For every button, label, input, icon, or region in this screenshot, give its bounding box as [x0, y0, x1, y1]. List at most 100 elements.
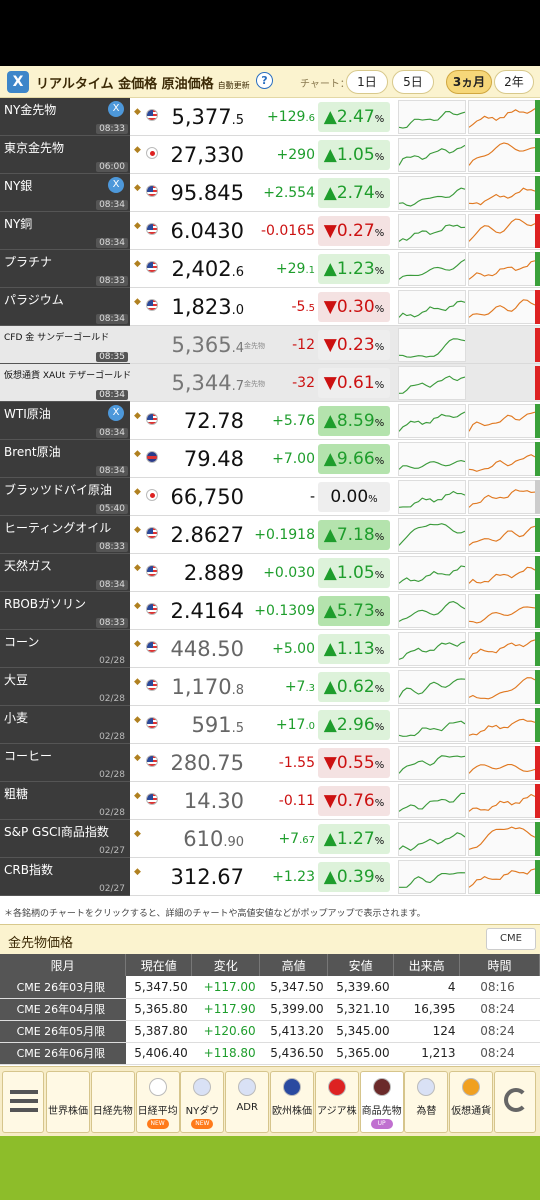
price: 5,377.5 [171, 105, 244, 129]
commodity-row[interactable]: CRB指数 02/27 ◆ 312.67 +1.23 ▲0.39% [0, 858, 540, 896]
commodity-row[interactable]: NY銅 08:34 ◆ 6.0430 -0.0165 ▼0.27% [0, 212, 540, 250]
x-post-icon[interactable]: X [108, 101, 124, 117]
period-1d-button[interactable]: 1日 [346, 70, 388, 94]
percent-value: ▲9.66 [323, 449, 375, 469]
intraday-chart[interactable] [398, 252, 466, 286]
period-chart[interactable] [468, 138, 536, 172]
intraday-chart[interactable] [398, 860, 466, 894]
period-chart[interactable] [468, 442, 536, 476]
commodity-row[interactable]: 大豆 02/28 ◆ 1,170.8 +7.3 ▲0.62% [0, 668, 540, 706]
sparkline [399, 300, 465, 318]
intraday-chart[interactable] [398, 214, 466, 248]
nav-item[interactable]: 欧州株価 [270, 1071, 314, 1133]
intraday-chart[interactable] [398, 366, 466, 400]
x-share-icon[interactable]: X [7, 71, 29, 93]
nav-item[interactable]: 商品先物 UP [359, 1071, 404, 1133]
commodity-row[interactable]: Brent原油 08:34 ◆ 79.48 +7.00 ▲9.66% [0, 440, 540, 478]
nav-item[interactable]: ADR [225, 1071, 270, 1133]
period-chart[interactable] [468, 708, 536, 742]
intraday-chart[interactable] [398, 518, 466, 552]
commodity-row[interactable]: プラチナ 08:33 ◆ 2,402.6 +29.1 ▲1.23% [0, 250, 540, 288]
commodity-type-icon: ◆ [134, 639, 141, 649]
period-chart[interactable] [468, 480, 536, 514]
intraday-chart[interactable] [398, 480, 466, 514]
intraday-chart[interactable] [398, 670, 466, 704]
period-chart[interactable] [468, 214, 536, 248]
intraday-chart[interactable] [398, 632, 466, 666]
intraday-chart[interactable] [398, 556, 466, 590]
refresh-button[interactable] [494, 1071, 536, 1133]
commodity-row[interactable]: パラジウム 08:34 ◆ 1,823.0 -5.5 ▼0.30% [0, 288, 540, 326]
commodity-row[interactable]: 東京金先物 06:00 ◆ 27,330 +290 ▲1.05% [0, 136, 540, 174]
period-chart[interactable] [468, 594, 536, 628]
nav-item[interactable]: 為替 [404, 1071, 449, 1133]
help-icon[interactable]: ? [256, 72, 273, 89]
nav-item-icon [283, 1078, 301, 1096]
intraday-chart[interactable] [398, 290, 466, 324]
period-chart[interactable] [468, 518, 536, 552]
period-3m-button[interactable]: 3ヵ月 [446, 70, 492, 94]
intraday-chart[interactable] [398, 442, 466, 476]
price: 5,365.4 [171, 333, 244, 357]
percent-change-badge: ▼0.55% [318, 748, 390, 778]
table-cell: 5,345.00 [327, 1020, 394, 1043]
period-chart[interactable] [468, 556, 536, 590]
sparkline [399, 678, 465, 698]
period-5d-button[interactable]: 5日 [392, 70, 434, 94]
intraday-chart[interactable] [398, 328, 466, 362]
commodity-row[interactable]: S&P GSCI商品指数 02/27 ◆ 610.90 +7.67 ▲1.27% [0, 820, 540, 858]
intraday-chart[interactable] [398, 822, 466, 856]
commodity-row[interactable]: 天然ガス 08:34 ◆ 2.889 +0.030 ▲1.05% [0, 554, 540, 592]
intraday-chart[interactable] [398, 594, 466, 628]
commodity-name-cell: 仮想通貨 XAUt テザーゴールド 08:34 [0, 364, 131, 402]
table-cell: 4 [393, 976, 460, 999]
table-cell: +117.90 [191, 998, 260, 1021]
nav-item[interactable]: アジア株 [314, 1071, 359, 1133]
nav-item[interactable]: 世界株価 [46, 1071, 90, 1133]
period-chart[interactable] [468, 746, 536, 780]
period-chart[interactable] [468, 100, 536, 134]
period-chart[interactable] [468, 252, 536, 286]
x-post-icon[interactable]: X [108, 405, 124, 421]
commodity-row[interactable]: 小麦 02/28 ◆ 591.5 +17.0 ▲2.96% [0, 706, 540, 744]
commodity-row[interactable]: ヒーティングオイル 08:33 ◆ 2.8627 +0.1918 ▲7.18% [0, 516, 540, 554]
period-2y-button[interactable]: 2年 [494, 70, 534, 94]
nav-item[interactable]: 日経平均 NEW [135, 1071, 180, 1133]
intraday-chart[interactable] [398, 784, 466, 818]
nav-item[interactable]: 仮想通貨 [449, 1071, 494, 1133]
commodity-row[interactable]: ブラッツドバイ原油 05:40 ◆ 66,750 - 0.00% [0, 478, 540, 516]
intraday-chart[interactable] [398, 176, 466, 210]
x-post-icon[interactable]: X [108, 177, 124, 193]
intraday-chart[interactable] [398, 404, 466, 438]
commodity-row[interactable]: 仮想通貨 XAUt テザーゴールド 08:34 5,344.7 金先物 -32 … [0, 364, 540, 402]
commodity-row[interactable]: コーン 02/28 ◆ 448.50 +5.00 ▲1.13% [0, 630, 540, 668]
intraday-chart[interactable] [398, 100, 466, 134]
commodity-row[interactable]: NY金先物 X 08:33 ◆ 5,377.5 +129.6 ▲2.47% [0, 98, 540, 136]
period-chart[interactable] [468, 404, 536, 438]
commodity-row[interactable]: 粗糖 02/28 ◆ 14.30 -0.11 ▼0.76% [0, 782, 540, 820]
table-cell: 5,347.50 [125, 976, 192, 999]
country-flag-icon [146, 603, 158, 615]
period-chart[interactable] [468, 670, 536, 704]
period-chart[interactable] [468, 860, 536, 894]
commodity-row[interactable]: NY銀 X 08:34 ◆ 95.845 +2.554 ▲2.74% [0, 174, 540, 212]
menu-button[interactable] [2, 1071, 44, 1133]
period-chart[interactable] [468, 176, 536, 210]
cme-link-button[interactable]: CME [486, 928, 536, 950]
commodity-row[interactable]: WTI原油 X 08:34 ◆ 72.78 +5.76 ▲8.59% [0, 402, 540, 440]
commodity-row[interactable]: コーヒー 02/28 ◆ 280.75 -1.55 ▼0.55% [0, 744, 540, 782]
nav-item[interactable]: NYダウ NEW [180, 1071, 225, 1133]
intraday-chart[interactable] [398, 708, 466, 742]
period-chart[interactable] [468, 632, 536, 666]
period-chart[interactable] [468, 290, 536, 324]
trend-bar [535, 594, 540, 628]
price: 2.889 [183, 561, 244, 585]
commodity-row[interactable]: CFD 金 サンデーゴールド 08:35 5,365.4 金先物 -12 ▼0.… [0, 326, 540, 364]
commodity-row[interactable]: RBOBガソリン 08:33 ◆ 2.4164 +0.1309 ▲5.73% [0, 592, 540, 630]
period-chart[interactable] [468, 784, 536, 818]
intraday-chart[interactable] [398, 138, 466, 172]
nav-item[interactable]: 日経先物 [90, 1071, 135, 1133]
period-chart[interactable] [468, 822, 536, 856]
table-cell: 5,406.40 [125, 1042, 192, 1065]
intraday-chart[interactable] [398, 746, 466, 780]
